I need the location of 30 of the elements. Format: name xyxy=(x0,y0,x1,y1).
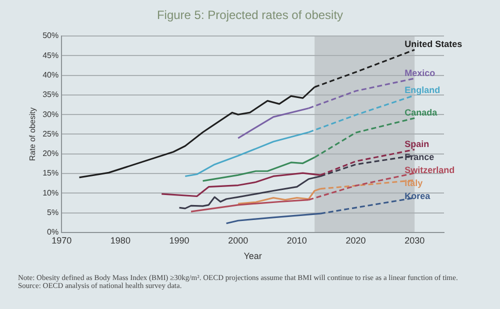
y-tick-label: 25% xyxy=(42,129,59,138)
series-label: France xyxy=(404,152,434,162)
series-label: Switzerland xyxy=(404,165,455,176)
x-axis-title: Year xyxy=(244,251,262,262)
y-axis-title: Rate of obesity xyxy=(28,108,38,161)
x-tick-label: 1980 xyxy=(110,235,130,246)
y-tick-label: 50% xyxy=(42,31,59,40)
x-tick-label: 1990 xyxy=(169,235,190,246)
y-tick-label: 30% xyxy=(42,110,59,119)
y-tick-label: 45% xyxy=(42,50,59,60)
x-tick-label: 2030 xyxy=(404,235,425,246)
series-label: England xyxy=(404,84,440,95)
series-label: Canada xyxy=(404,108,438,118)
series-label: United States xyxy=(404,39,462,50)
series-label: Italy xyxy=(404,178,423,188)
y-tick-label: 20% xyxy=(42,149,59,158)
y-tick-label: 15% xyxy=(42,168,59,178)
y-tick-label: 10% xyxy=(42,188,59,198)
series-label: Mexico xyxy=(404,68,436,78)
series-label: Spain xyxy=(404,139,430,150)
x-tick-label: 2020 xyxy=(346,235,366,246)
series-label: Korea xyxy=(404,191,432,202)
x-tick-label: 2010 xyxy=(286,235,307,246)
x-tick-label: 1970 xyxy=(52,235,72,246)
y-tick-label: 35% xyxy=(42,90,59,100)
y-tick-label: 5% xyxy=(47,208,59,217)
y-tick-label: 40% xyxy=(42,70,59,80)
y-tick-label: 0% xyxy=(47,228,59,237)
chart-title: Figure 5: Projected rates of obesity xyxy=(156,7,344,24)
x-tick-label: 2000 xyxy=(228,235,248,246)
